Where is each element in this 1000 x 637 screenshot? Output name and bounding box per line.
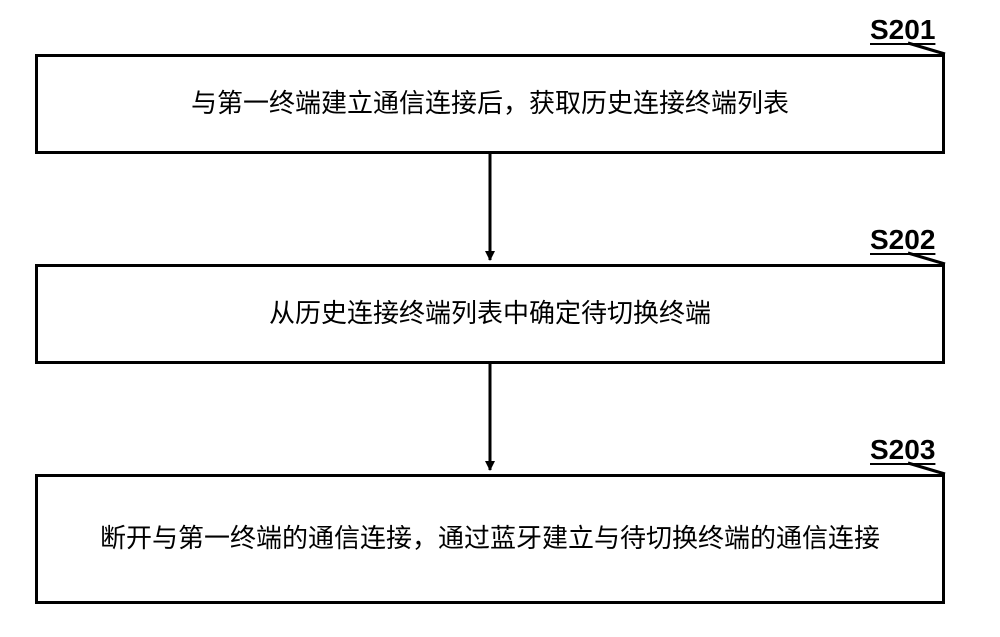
flow-node-s202: 从历史连接终端列表中确定待切换终端 (35, 264, 945, 364)
node-text: 与第一终端建立通信连接后，获取历史连接终端列表 (191, 85, 789, 123)
flow-node-s203: 断开与第一终端的通信连接，通过蓝牙建立与待切换终端的通信连接 (35, 474, 945, 604)
node-text: 断开与第一终端的通信连接，通过蓝牙建立与待切换终端的通信连接 (100, 520, 880, 558)
step-label-s203: S203 (870, 434, 935, 466)
flow-node-s201: 与第一终端建立通信连接后，获取历史连接终端列表 (35, 54, 945, 154)
node-text: 从历史连接终端列表中确定待切换终端 (269, 295, 711, 333)
step-label-s202: S202 (870, 224, 935, 256)
flowchart-canvas: 与第一终端建立通信连接后，获取历史连接终端列表 S201 从历史连接终端列表中确… (0, 0, 1000, 637)
step-label-s201: S201 (870, 14, 935, 46)
